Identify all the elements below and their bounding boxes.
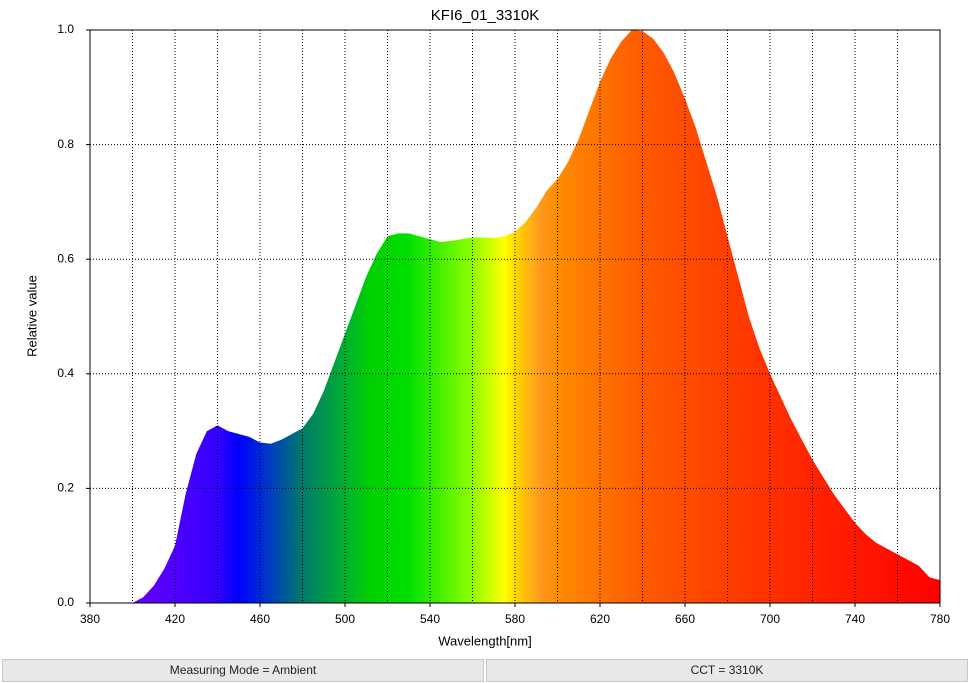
x-tick-label: 380 xyxy=(80,612,100,626)
y-axis-label: Relative value xyxy=(24,275,39,357)
y-tick-label: 1.0 xyxy=(57,22,74,36)
status-left: Measuring Mode = Ambient xyxy=(2,659,484,682)
y-tick-label: 0.0 xyxy=(57,595,74,609)
x-tick-label: 620 xyxy=(590,612,610,626)
y-tick-label: 0.4 xyxy=(57,366,74,380)
x-tick-label: 580 xyxy=(505,612,525,626)
x-tick-label: 780 xyxy=(930,612,950,626)
spectrum-area xyxy=(132,30,940,603)
y-tick-label: 0.6 xyxy=(57,251,74,265)
x-tick-label: 540 xyxy=(420,612,440,626)
x-tick-label: 700 xyxy=(760,612,780,626)
y-tick-label: 0.8 xyxy=(57,137,74,151)
x-tick-label: 420 xyxy=(165,612,185,626)
status-right: CCT = 3310K xyxy=(486,659,968,682)
x-axis-label: Wavelength[nm] xyxy=(438,633,531,648)
chart-title: KFI6_01_3310K xyxy=(431,7,539,24)
x-tick-label: 500 xyxy=(335,612,355,626)
x-tick-label: 460 xyxy=(250,612,270,626)
x-tick-label: 660 xyxy=(675,612,695,626)
x-tick-label: 740 xyxy=(845,612,865,626)
chart: KFI6_01_3310K Wavelength[nm] Relative va… xyxy=(24,7,950,648)
y-tick-label: 0.2 xyxy=(57,481,74,495)
